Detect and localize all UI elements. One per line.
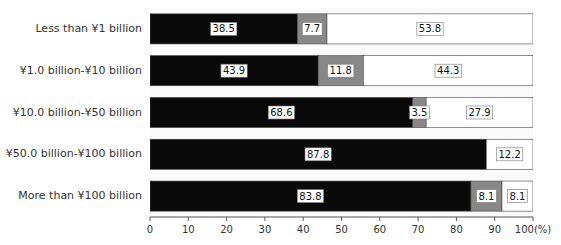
x-tick-label: 0	[147, 224, 153, 235]
data-label-box	[417, 22, 443, 35]
data-label: 12.2	[499, 149, 521, 160]
data-label: 8.1	[479, 191, 495, 202]
category-label: More than ¥100 billion	[18, 189, 142, 202]
data-label: 3.5	[411, 107, 427, 118]
data-label: 7.7	[304, 23, 320, 34]
data-label-box	[497, 148, 523, 161]
data-label-box	[409, 106, 429, 119]
x-tick-label: 80	[450, 224, 463, 235]
bar-segment	[502, 181, 533, 211]
x-tick-label: 20	[220, 224, 233, 235]
data-label-box	[466, 106, 492, 119]
x-tick	[226, 217, 227, 221]
data-label: 27.9	[468, 107, 490, 118]
category-label: ¥1.0 billion-¥10 billion	[20, 64, 142, 77]
data-label-box	[508, 190, 528, 203]
data-label-box	[302, 22, 322, 35]
data-label: 68.6	[270, 107, 292, 118]
bar-segment	[363, 56, 533, 86]
x-tick-label: 30	[259, 224, 272, 235]
data-label: 53.8	[419, 23, 441, 34]
x-tick-label: 40	[297, 224, 310, 235]
data-label-box	[328, 64, 354, 77]
x-tick-label: 60	[373, 224, 386, 235]
bar-segment	[471, 181, 502, 211]
category-label: Less than ¥1 billion	[35, 22, 142, 35]
x-tick-label: 100(%)	[515, 224, 551, 235]
x-tick	[264, 217, 265, 221]
data-label-box	[435, 64, 461, 77]
bars	[150, 14, 533, 211]
x-tick-label: 70	[412, 224, 425, 235]
data-label: 44.3	[437, 65, 459, 76]
bar-segment	[327, 14, 533, 44]
data-label-box	[305, 148, 331, 161]
x-tick	[533, 217, 534, 221]
bar-segment	[486, 139, 533, 169]
bar-segment	[318, 56, 363, 86]
data-label: 83.8	[299, 191, 321, 202]
category-label: ¥50.0 billion-¥100 billion	[6, 147, 142, 160]
x-tick	[456, 217, 457, 221]
x-tick	[150, 217, 151, 221]
data-label-box	[221, 64, 247, 77]
data-label-box	[211, 22, 237, 35]
x-tick	[303, 217, 304, 221]
data-label: 43.9	[223, 65, 245, 76]
x-tick	[494, 217, 495, 221]
data-label: 38.5	[213, 23, 235, 34]
x-tick-label: 50	[335, 224, 348, 235]
bar-segment	[150, 97, 413, 127]
data-label-box	[477, 190, 497, 203]
plot-area	[150, 8, 533, 217]
data-label-box	[297, 190, 323, 203]
bar-segment	[426, 97, 533, 127]
category-label: ¥10.0 billion-¥50 billion	[13, 106, 142, 119]
bar-segment	[150, 181, 471, 211]
x-tick-label: 10	[182, 224, 195, 235]
data-label-box	[268, 106, 294, 119]
data-label: 11.8	[330, 65, 352, 76]
bar-segment	[150, 56, 318, 86]
x-tick	[379, 217, 380, 221]
x-tick	[418, 217, 419, 221]
x-tick	[341, 217, 342, 221]
x-tick	[188, 217, 189, 221]
bar-segment	[150, 14, 297, 44]
x-tick-label: 90	[488, 224, 501, 235]
data-label: 8.1	[510, 191, 526, 202]
data-labels: 38.5 7.7 53.8 43.9 11.8 44.3 68.6 3.5 27.9 87.8 12…	[211, 22, 528, 202]
bar-segment	[150, 139, 486, 169]
data-label: 87.8	[307, 149, 329, 160]
bar-segment	[297, 14, 326, 44]
chart: 38.5 7.7 53.8 43.9 11.8 44.3 68.6 3.5 27.9 87.8 12…	[0, 0, 561, 245]
